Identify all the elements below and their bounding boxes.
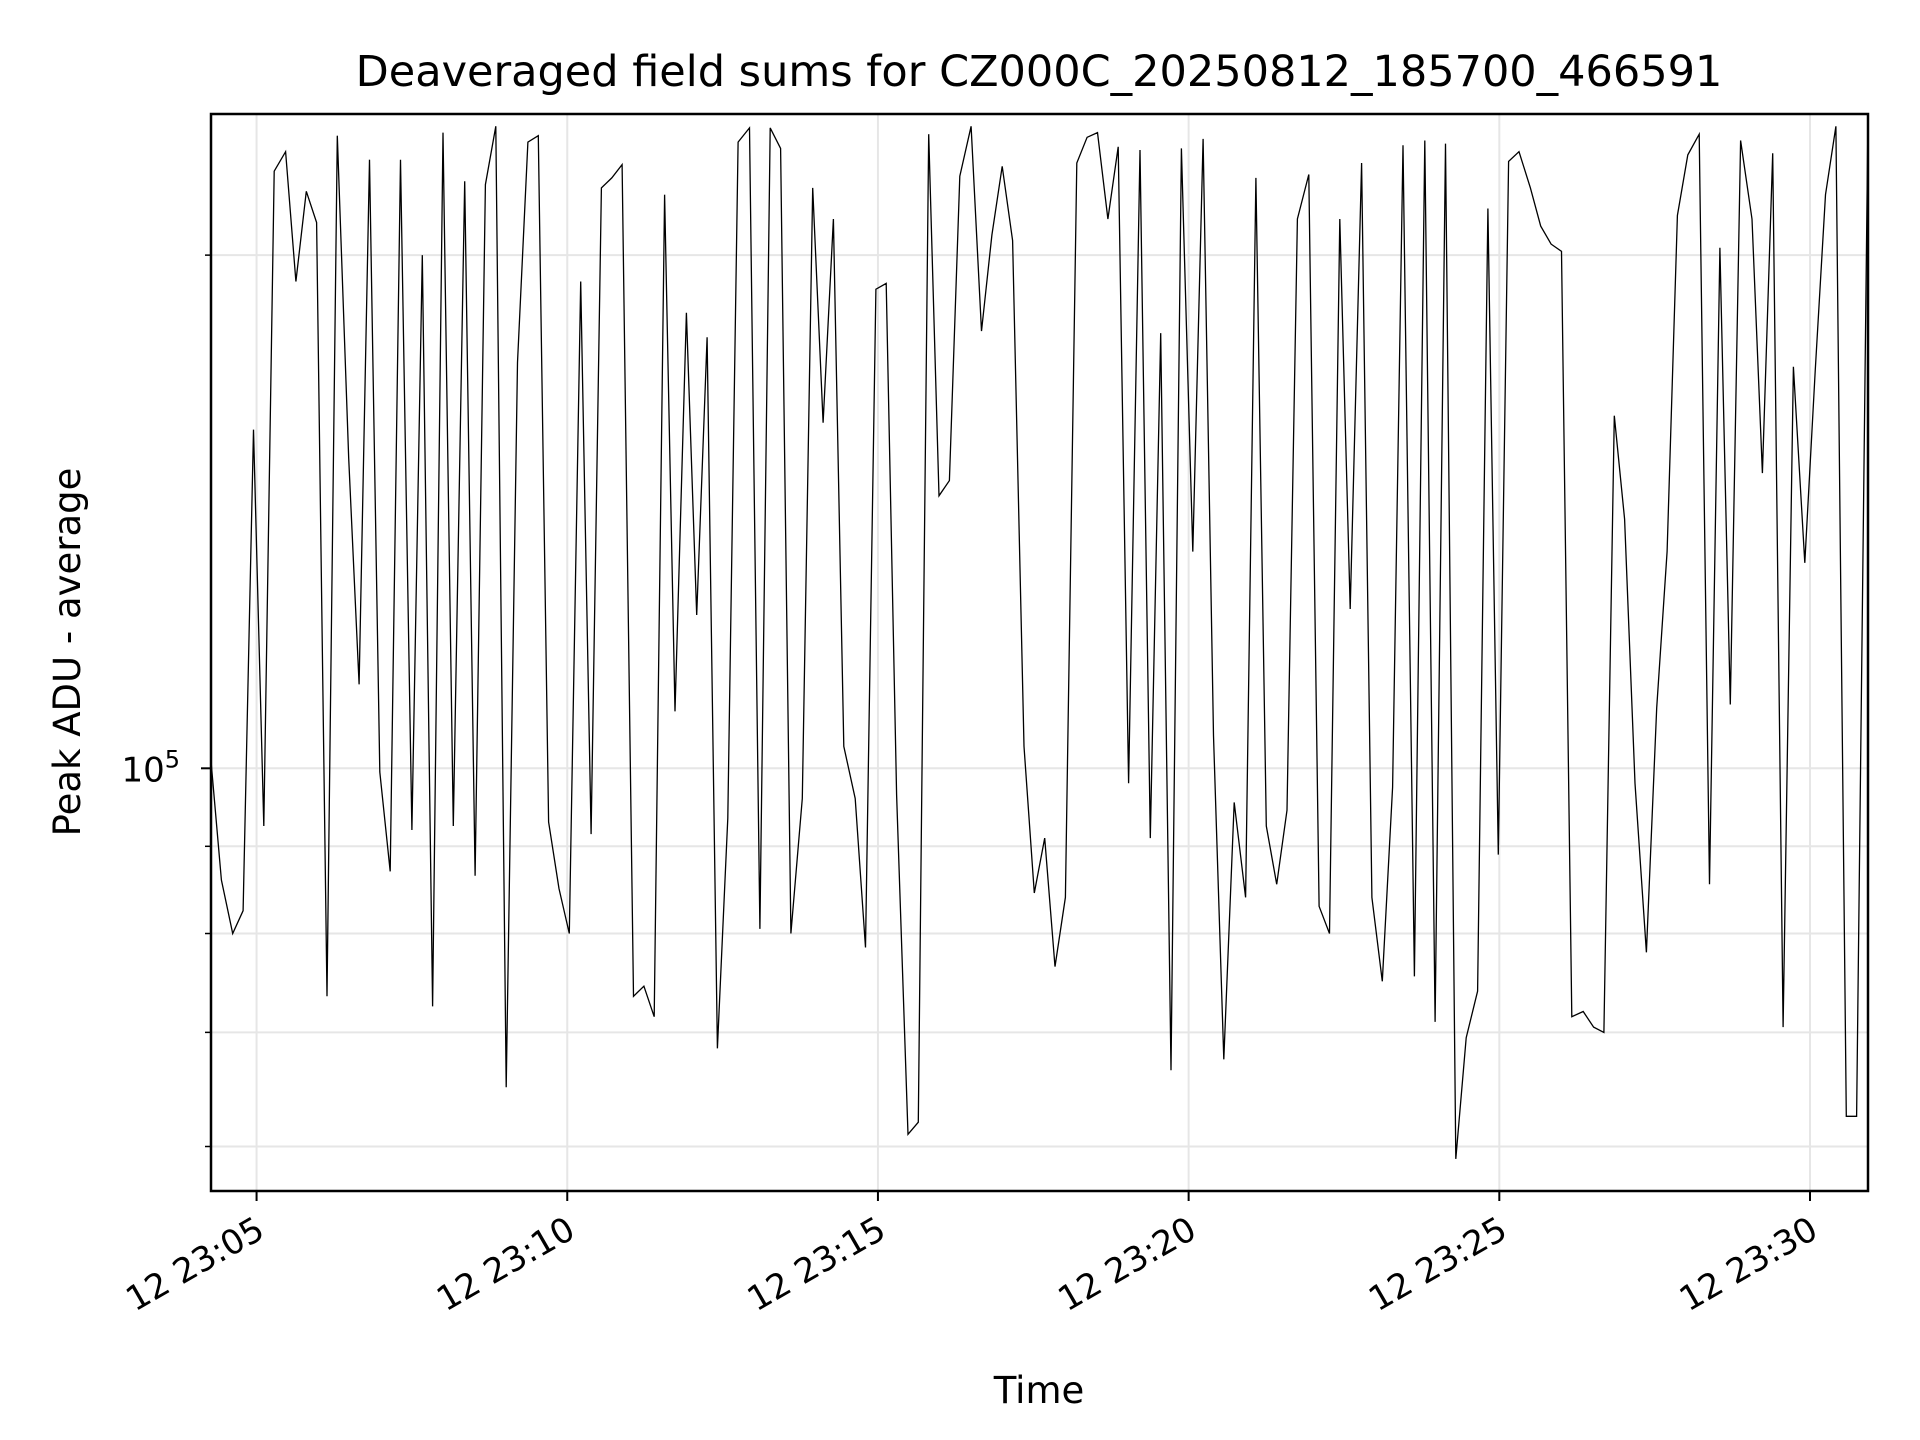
y-tick-label: 105 [121,745,180,790]
y-tick-label-base: 10 [121,750,164,790]
y-axis-label: Peak ADU - average [46,468,89,837]
chart-title: Deaveraged field sums for CZ000C_2025081… [356,47,1723,97]
y-tick-label-exponent: 5 [165,745,180,773]
series-line [210,113,1869,1159]
plot-frame [209,112,1870,1193]
x-axis-label: Time [993,1369,1085,1412]
series-layer [210,113,1869,1159]
grid [211,114,1868,1191]
ticks [201,254,1812,1201]
